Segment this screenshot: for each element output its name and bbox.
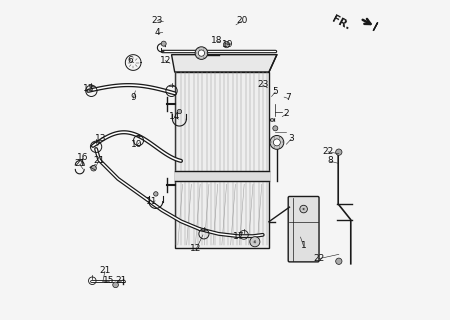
Text: 21: 21 bbox=[115, 276, 126, 284]
Text: 12: 12 bbox=[190, 244, 202, 253]
Text: 16: 16 bbox=[77, 153, 89, 162]
Circle shape bbox=[91, 165, 96, 171]
Circle shape bbox=[177, 109, 182, 114]
Text: 14: 14 bbox=[169, 112, 180, 121]
Text: 13: 13 bbox=[83, 84, 95, 93]
Circle shape bbox=[336, 149, 342, 155]
Text: 12: 12 bbox=[160, 55, 171, 65]
Text: 9: 9 bbox=[130, 93, 136, 102]
Polygon shape bbox=[373, 22, 378, 31]
Text: 22: 22 bbox=[313, 254, 324, 263]
Circle shape bbox=[153, 192, 158, 196]
Text: 1: 1 bbox=[301, 241, 306, 250]
Text: 8: 8 bbox=[328, 156, 333, 165]
Text: 21: 21 bbox=[93, 156, 104, 165]
Text: 6: 6 bbox=[127, 55, 133, 65]
Text: 5: 5 bbox=[272, 87, 278, 96]
Text: 21: 21 bbox=[99, 266, 111, 275]
Circle shape bbox=[113, 282, 118, 288]
Circle shape bbox=[224, 42, 230, 48]
Text: 15: 15 bbox=[103, 276, 114, 284]
Text: 19: 19 bbox=[222, 40, 234, 49]
Text: 18: 18 bbox=[212, 36, 223, 45]
Text: 23: 23 bbox=[152, 16, 163, 25]
Text: 23: 23 bbox=[257, 80, 268, 89]
Circle shape bbox=[336, 258, 342, 264]
Text: 22: 22 bbox=[323, 147, 334, 156]
Text: 3: 3 bbox=[288, 134, 294, 143]
Circle shape bbox=[161, 41, 166, 46]
Text: FR.: FR. bbox=[331, 14, 352, 32]
Text: 2: 2 bbox=[284, 109, 289, 118]
Text: 10: 10 bbox=[130, 140, 142, 149]
Text: 20: 20 bbox=[237, 16, 248, 25]
Text: 4: 4 bbox=[155, 28, 160, 37]
Circle shape bbox=[198, 50, 205, 56]
Text: 21: 21 bbox=[74, 159, 86, 168]
Circle shape bbox=[270, 135, 284, 149]
Polygon shape bbox=[171, 55, 277, 72]
Polygon shape bbox=[175, 72, 269, 248]
Circle shape bbox=[273, 126, 278, 131]
Circle shape bbox=[274, 139, 280, 146]
Text: 11: 11 bbox=[146, 197, 158, 206]
Circle shape bbox=[300, 205, 307, 213]
Circle shape bbox=[250, 237, 260, 247]
Text: 17: 17 bbox=[234, 232, 245, 241]
FancyBboxPatch shape bbox=[288, 196, 319, 262]
Text: 13: 13 bbox=[95, 134, 107, 143]
Circle shape bbox=[195, 47, 208, 60]
Text: 7: 7 bbox=[285, 93, 291, 102]
